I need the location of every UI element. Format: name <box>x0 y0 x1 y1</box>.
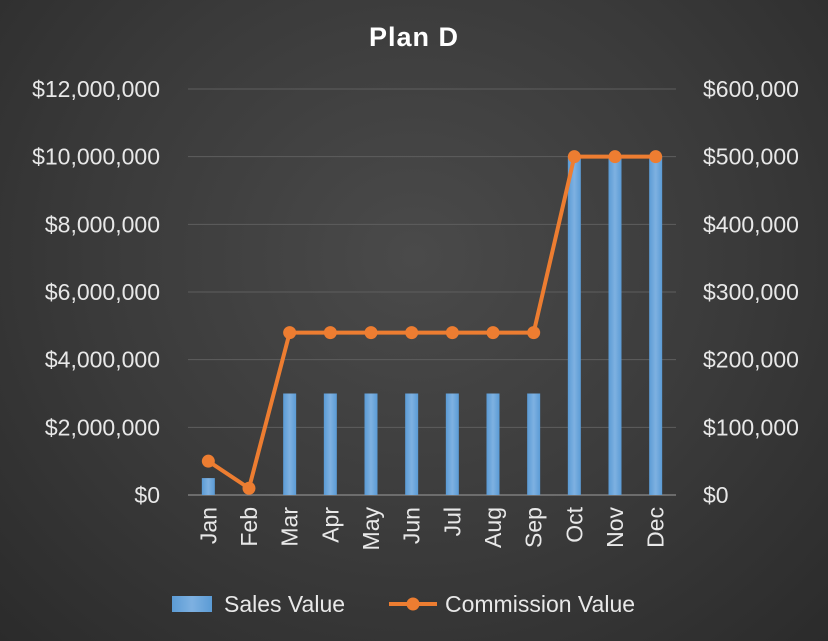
legend: Sales Value Commission Value <box>172 591 635 617</box>
x-axis-tick-label: Jun <box>399 507 425 544</box>
left-axis-tick-label: $2,000,000 <box>45 414 160 440</box>
left-axis-tick-label: $4,000,000 <box>45 347 160 373</box>
x-axis-tick-label: Dec <box>643 507 669 548</box>
x-axis-tick-label: Sep <box>521 507 547 548</box>
x-axis-tick-label: Apr <box>317 507 343 543</box>
x-axis-tick-labels: Jan Feb Mar Apr May Jun Jul Aug Sep Oct Nov Dec <box>195 506 668 550</box>
bar-may <box>364 393 378 495</box>
commission-point-jan <box>201 454 215 468</box>
x-axis-tick-label: Nov <box>602 507 628 548</box>
bar-mar <box>283 393 297 495</box>
bar-aug <box>486 393 500 495</box>
bar-dec <box>649 156 663 495</box>
right-axis-tick-label: $0 <box>703 482 729 508</box>
commission-point-sep <box>527 326 541 340</box>
x-axis-tick-label: Oct <box>561 506 587 542</box>
legend-swatch-sales-value <box>172 596 212 612</box>
x-axis-tick-label: May <box>358 507 384 551</box>
bar-oct <box>567 156 581 495</box>
x-axis-tick-label: Jul <box>439 507 465 536</box>
right-axis-tick-label: $200,000 <box>703 347 799 373</box>
x-axis-tick-label: Jan <box>195 507 221 544</box>
gridlines <box>188 88 676 496</box>
left-axis-tick-labels: $0 $2,000,000 $4,000,000 $6,000,000 $8,000,0… <box>32 76 160 508</box>
bar-jul <box>445 393 459 495</box>
x-axis-tick-label: Aug <box>480 507 506 548</box>
commission-point-mar <box>283 326 297 340</box>
bar-apr <box>323 393 337 495</box>
commission-point-feb <box>242 481 256 495</box>
commission-point-apr <box>323 326 337 340</box>
commission-point-jun <box>405 326 419 340</box>
right-axis-tick-label: $500,000 <box>703 144 799 170</box>
right-axis-tick-label: $400,000 <box>703 211 799 237</box>
bar-jun <box>405 393 419 495</box>
bar-jan <box>201 478 215 495</box>
legend-label-commission-value: Commission Value <box>445 591 635 617</box>
commission-point-may <box>364 326 378 340</box>
commission-point-dec <box>649 150 663 164</box>
sales-value-bars <box>201 156 663 495</box>
x-axis-tick-label: Feb <box>236 507 262 547</box>
right-axis-tick-label: $100,000 <box>703 414 799 440</box>
commission-line-path <box>206 154 658 491</box>
legend-label-sales-value: Sales Value <box>224 591 345 617</box>
chart-title: Plan D <box>369 22 459 52</box>
bar-sep <box>527 393 541 495</box>
legend-marker-commission-value <box>406 597 420 611</box>
commission-point-nov <box>608 150 622 164</box>
commission-point-jul <box>445 326 459 340</box>
left-axis-tick-label: $12,000,000 <box>32 76 160 102</box>
right-axis-tick-labels: $0 $100,000 $200,000 $300,000 $400,000 $500,0… <box>703 76 799 508</box>
commission-point-aug <box>486 326 500 340</box>
right-axis-tick-label: $300,000 <box>703 279 799 305</box>
commission-point-oct <box>567 150 581 164</box>
left-axis-tick-label: $0 <box>134 482 160 508</box>
right-axis-tick-label: $600,000 <box>703 76 799 102</box>
bar-nov <box>608 156 622 495</box>
left-axis-tick-label: $8,000,000 <box>45 211 160 237</box>
commission-value-line <box>201 150 663 495</box>
x-axis-tick-label: Mar <box>277 507 303 547</box>
left-axis-tick-label: $6,000,000 <box>45 279 160 305</box>
left-axis-tick-label: $10,000,000 <box>32 144 160 170</box>
